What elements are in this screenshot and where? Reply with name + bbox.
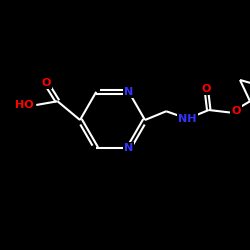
Text: N: N	[124, 143, 134, 153]
Text: O: O	[42, 78, 51, 88]
Text: N: N	[124, 87, 134, 97]
Text: NH: NH	[178, 114, 197, 124]
Text: O: O	[231, 106, 240, 116]
Text: O: O	[202, 84, 211, 94]
Text: HO: HO	[15, 100, 34, 110]
